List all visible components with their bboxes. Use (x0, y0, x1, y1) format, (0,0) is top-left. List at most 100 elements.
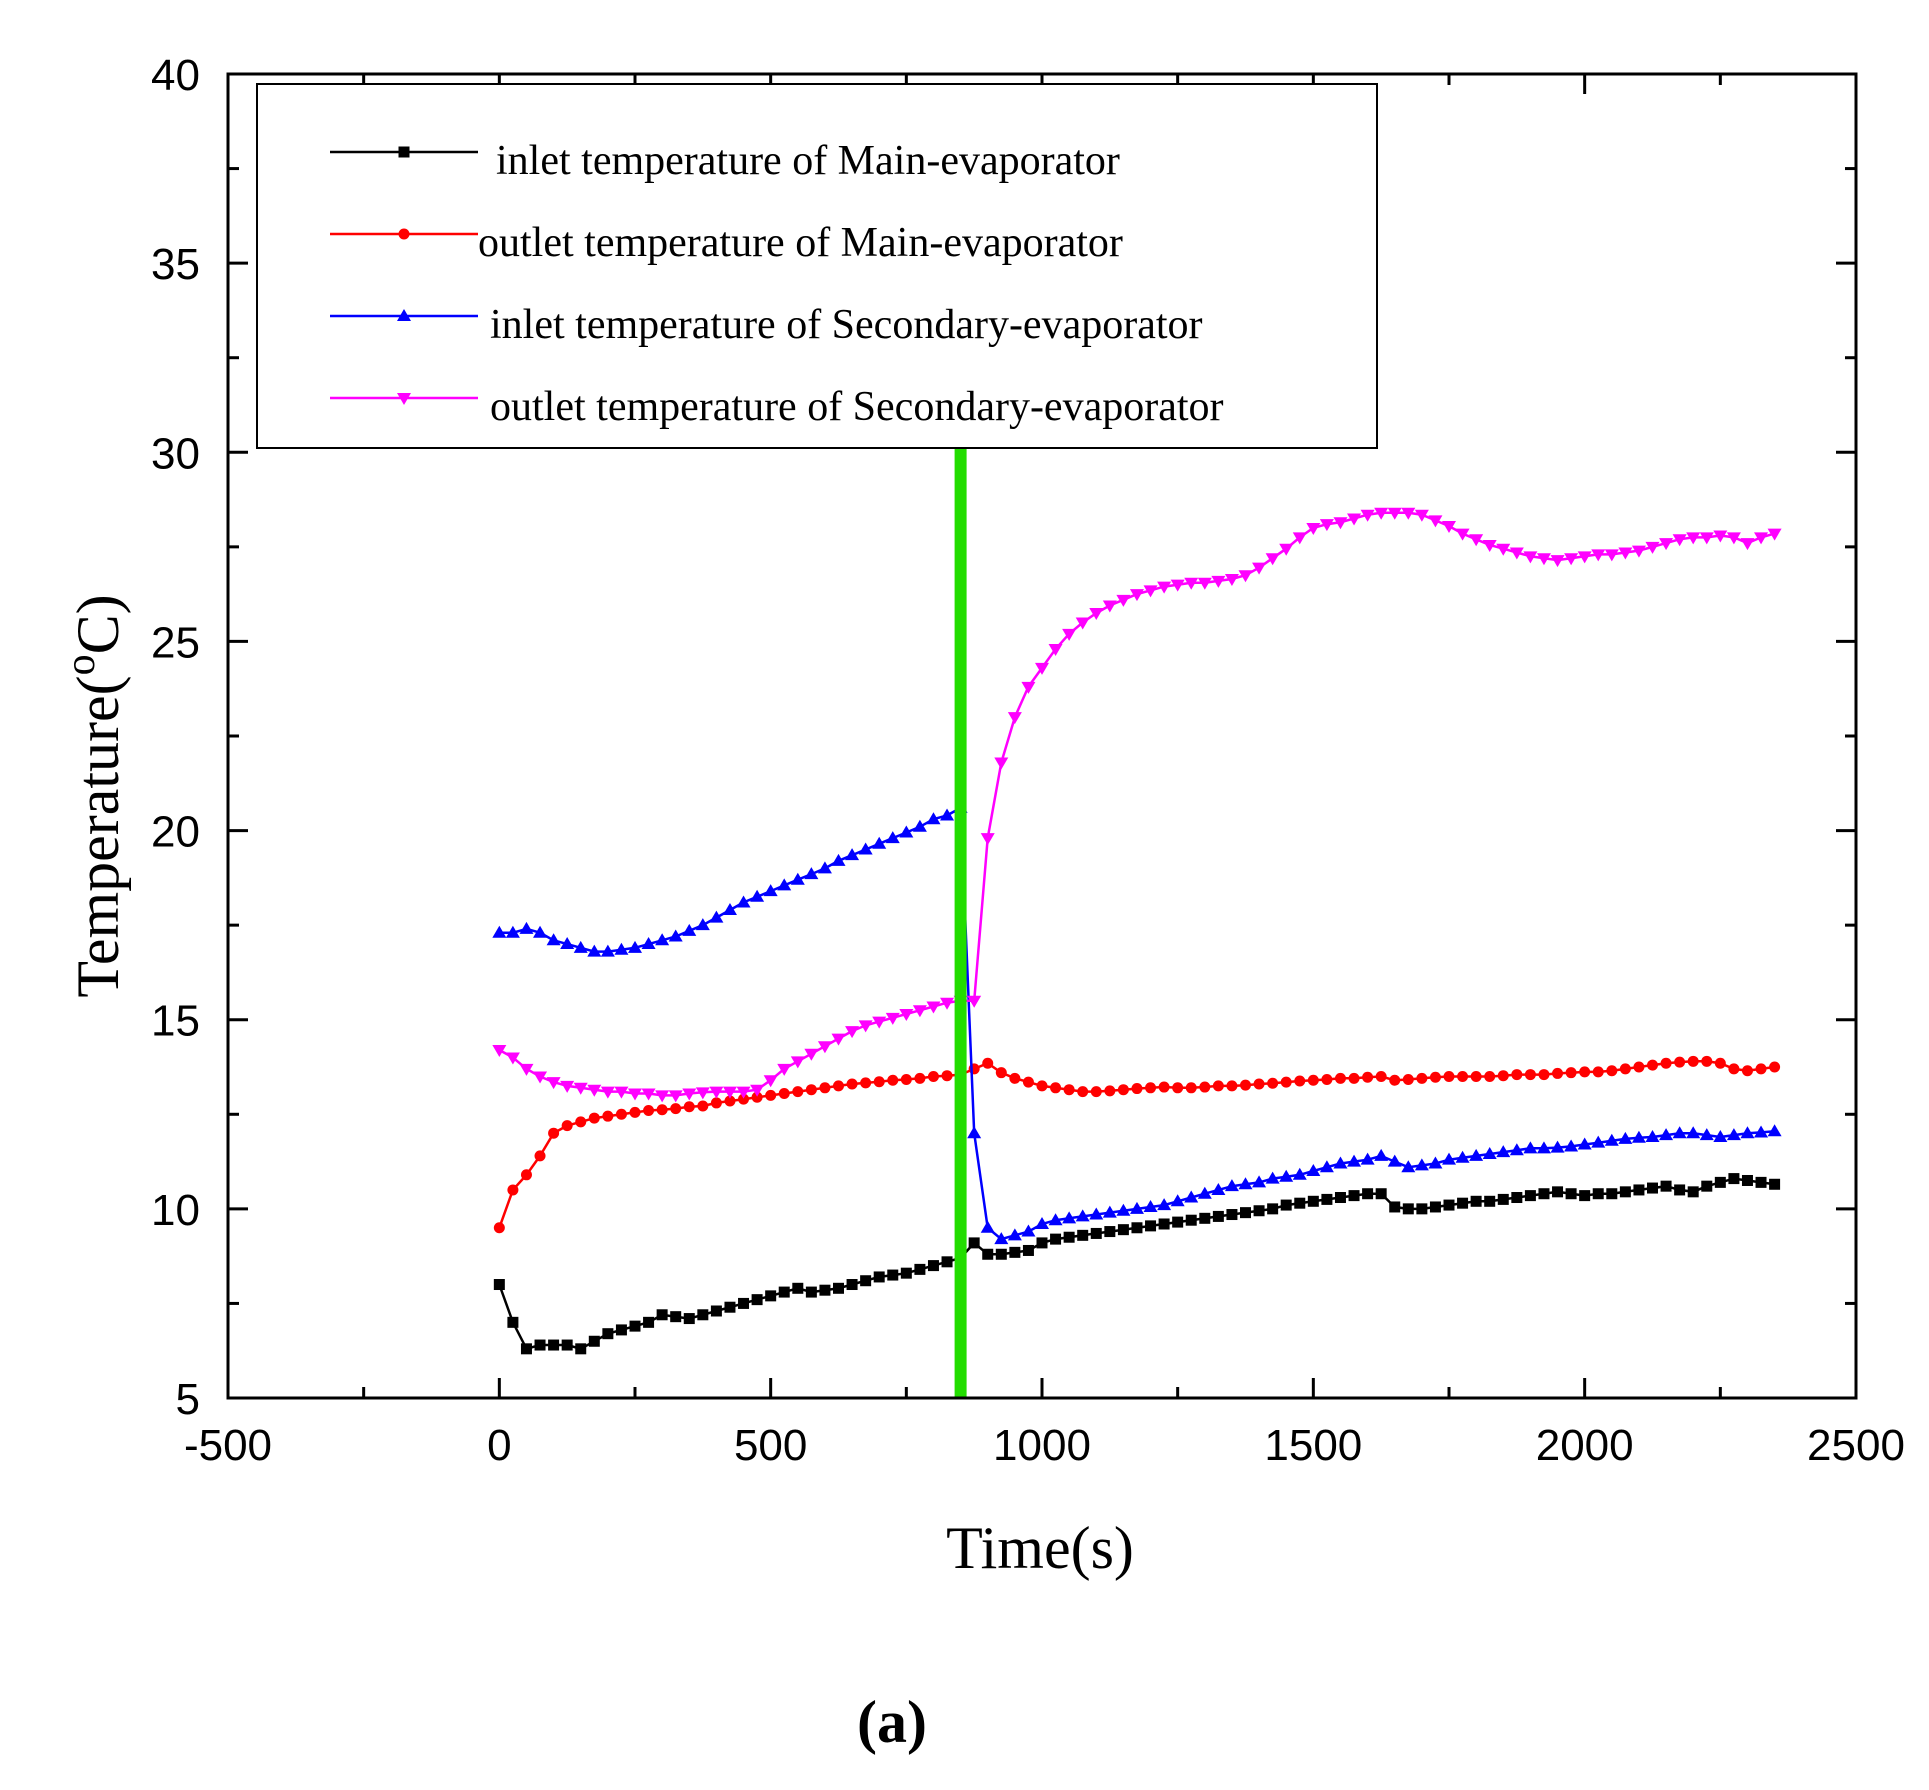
data-point (643, 1316, 655, 1328)
data-point (1197, 1186, 1212, 1199)
data-point (1387, 1154, 1402, 1167)
data-point (614, 942, 629, 955)
data-point (1211, 575, 1226, 588)
data-point (656, 1309, 668, 1321)
data-point (926, 812, 941, 825)
data-point (872, 836, 887, 849)
data-point (804, 1048, 819, 1061)
data-point (1050, 1082, 1062, 1094)
data-point (1280, 1076, 1292, 1088)
data-point (736, 1086, 751, 1099)
data-point (492, 1044, 507, 1057)
data-point (1686, 532, 1701, 545)
data-point (1292, 1167, 1307, 1180)
data-point (792, 1282, 804, 1294)
data-point (1090, 1227, 1102, 1239)
data-point (873, 1271, 885, 1283)
data-point (1564, 553, 1579, 566)
data-point (994, 757, 1009, 770)
data-point (817, 861, 832, 874)
legend-item-2: outlet temperature of Main-evaporator (330, 220, 1123, 266)
legend-label: inlet temperature of Main-evaporator (496, 138, 1120, 184)
data-point (1565, 1067, 1577, 1079)
legend-marker (398, 146, 410, 158)
data-point (872, 1016, 887, 1029)
data-point (1728, 1063, 1740, 1075)
y-axis-title: Temperature(oC) (58, 594, 131, 997)
data-point (1050, 1233, 1062, 1245)
data-point (940, 997, 955, 1010)
data-point (900, 1073, 912, 1085)
series-layer (492, 507, 1782, 1355)
data-point (845, 1026, 860, 1039)
data-point (805, 1286, 817, 1298)
data-point (628, 1088, 642, 1101)
data-point (1145, 1220, 1157, 1232)
data-point (683, 1313, 695, 1325)
data-point (1089, 1207, 1104, 1220)
data-point (1552, 1186, 1564, 1198)
data-point (1469, 1148, 1484, 1161)
data-point (722, 903, 737, 916)
data-point (1362, 1071, 1374, 1083)
data-point (1726, 532, 1741, 545)
data-point (1767, 528, 1782, 541)
data-point (1579, 1190, 1591, 1202)
legend-label: outlet temperature of Secondary-evaporat… (490, 384, 1224, 430)
data-point (655, 1090, 670, 1103)
data-point (846, 1279, 858, 1291)
data-point (941, 1256, 953, 1268)
data-point (1619, 1186, 1631, 1198)
data-point (1172, 1216, 1184, 1228)
data-point (1579, 1066, 1591, 1078)
data-point (1497, 1193, 1509, 1205)
data-point (778, 1087, 790, 1099)
data-point (1307, 1195, 1319, 1207)
data-point (765, 1089, 777, 1101)
data-point (1062, 628, 1077, 641)
data-point (1362, 1188, 1374, 1200)
data-point (1170, 1194, 1185, 1207)
data-point (1647, 1059, 1658, 1071)
data-point (600, 1086, 615, 1099)
data-point (777, 1063, 792, 1076)
data-point (1048, 1213, 1063, 1226)
y-tick-label: 25 (151, 618, 200, 667)
x-tick-labels: -500 0 500 1000 1500 2000 2500 (184, 1421, 1905, 1470)
data-point (860, 1275, 872, 1287)
data-point (941, 1070, 953, 1082)
data-point (1470, 1195, 1482, 1207)
data-point (1375, 1188, 1387, 1200)
data-point (1319, 1160, 1334, 1173)
data-point (833, 1282, 844, 1294)
data-point (1482, 1147, 1497, 1160)
data-point (1728, 1173, 1740, 1185)
data-point (682, 1088, 697, 1101)
data-point (790, 872, 805, 885)
data-point (1701, 1055, 1713, 1067)
data-point (1306, 522, 1321, 535)
data-point (1253, 1205, 1265, 1217)
data-point (587, 1084, 602, 1097)
data-point (968, 1237, 980, 1249)
data-point (765, 1290, 777, 1302)
data-point (1279, 543, 1294, 556)
data-point (1511, 1069, 1523, 1081)
data-point (1348, 1190, 1360, 1202)
y-tick-label: 10 (151, 1186, 200, 1235)
data-point (1184, 577, 1199, 590)
data-point (1538, 1188, 1550, 1200)
data-point (819, 1082, 831, 1094)
data-point (1754, 1125, 1769, 1138)
data-point (1523, 1141, 1538, 1154)
data-point (1754, 532, 1769, 545)
data-point (575, 1343, 587, 1355)
data-point (1618, 547, 1633, 560)
data-point (1062, 1211, 1077, 1224)
data-point (1117, 1224, 1129, 1236)
data-point (1457, 1070, 1469, 1082)
data-point (792, 1086, 804, 1098)
data-point (1699, 532, 1714, 545)
data-point (1416, 1072, 1428, 1084)
data-point (1497, 1070, 1509, 1082)
